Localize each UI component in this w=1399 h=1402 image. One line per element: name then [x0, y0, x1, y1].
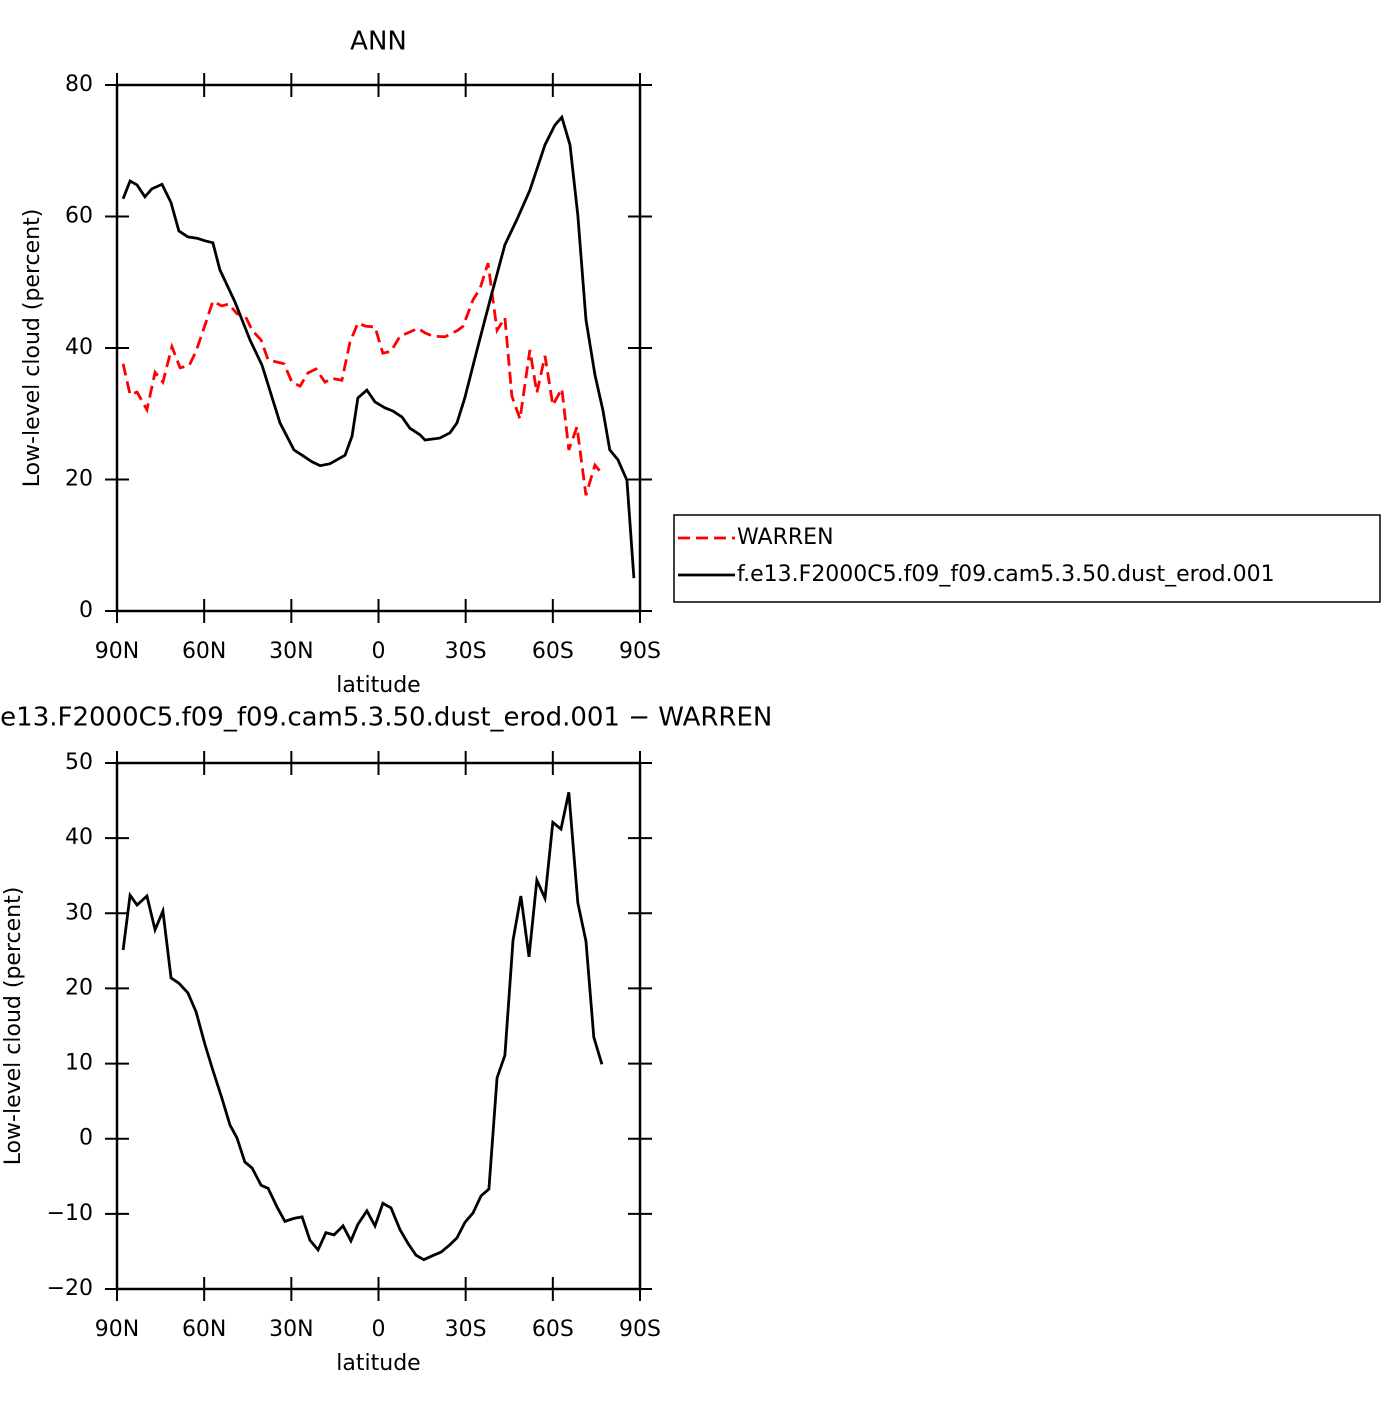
chart-title: f.e13.F2000C5.f09_f09.cam5.3.50.dust_ero… [0, 703, 772, 733]
legend-label: f.e13.F2000C5.f09_f09.cam5.3.50.dust_ero… [737, 562, 1275, 587]
y-tick-label: −20 [47, 1276, 93, 1301]
x-tick-label: 30S [445, 1317, 487, 1342]
x-tick-label: 30N [269, 639, 313, 664]
x-tick-label: 60N [182, 1317, 226, 1342]
x-tick-label: 0 [372, 1317, 386, 1342]
y-tick-label: 20 [65, 975, 93, 1000]
x-axis-label: latitude [336, 673, 420, 698]
y-tick-label: 0 [79, 1126, 93, 1151]
x-tick-label: 90S [619, 639, 661, 664]
y-tick-label: 20 [65, 467, 93, 492]
chart-title: ANN [350, 27, 407, 57]
series-line [121, 114, 636, 579]
y-axis-label: Low-level cloud (percent) [20, 209, 45, 488]
series-line [121, 792, 604, 1262]
y-tick-label: 40 [65, 335, 93, 360]
x-tick-label: 90N [95, 639, 139, 664]
plot-frame [115, 83, 642, 613]
legend-box [673, 514, 1381, 603]
y-tick-label: 10 [65, 1051, 93, 1076]
plot-frame [115, 761, 642, 1291]
y-tick-label: 50 [65, 750, 93, 775]
legend-label: WARREN [737, 525, 834, 550]
x-tick-label: 60S [532, 639, 574, 664]
y-tick-label: 30 [65, 900, 93, 925]
x-tick-label: 30S [445, 639, 487, 664]
x-tick-label: 60S [532, 1317, 574, 1342]
y-tick-label: 40 [65, 825, 93, 850]
y-axis-label: Low-level cloud (percent) [1, 887, 26, 1166]
x-axis-label: latitude [336, 1351, 420, 1376]
series-line [121, 262, 604, 496]
y-tick-label: −10 [47, 1201, 93, 1226]
x-tick-label: 30N [269, 1317, 313, 1342]
y-tick-label: 0 [79, 598, 93, 623]
y-tick-label: 60 [65, 204, 93, 229]
x-tick-label: 90N [95, 1317, 139, 1342]
x-tick-label: 90S [619, 1317, 661, 1342]
x-tick-label: 60N [182, 639, 226, 664]
y-tick-label: 80 [65, 72, 93, 97]
x-tick-label: 0 [372, 639, 386, 664]
